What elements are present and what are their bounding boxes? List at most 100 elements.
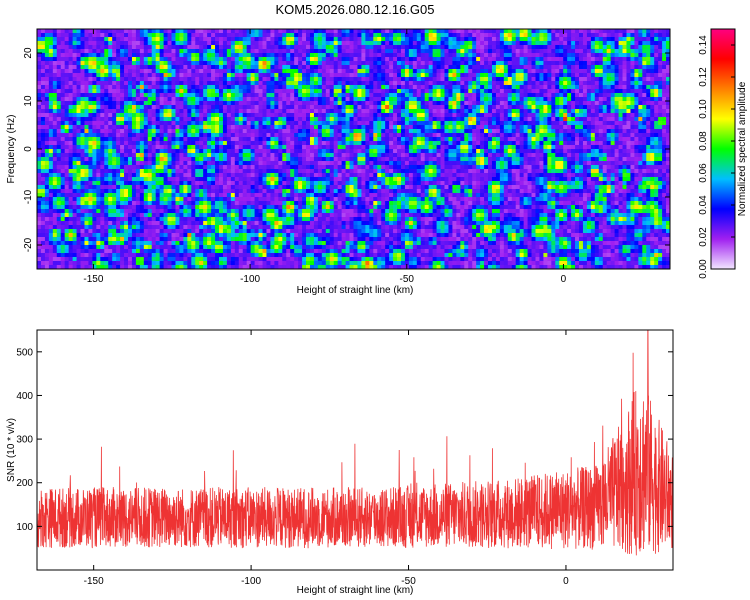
heatmap-cell (139, 61, 145, 66)
heatmap-cell (321, 149, 327, 154)
heatmap-cell (195, 129, 200, 134)
heatmap-cell (215, 149, 220, 154)
heatmap-cell (290, 113, 295, 118)
heatmap-cell (582, 73, 588, 78)
heatmap-cell (254, 29, 259, 34)
heatmap-cell (349, 53, 354, 58)
heatmap-cell (555, 69, 560, 74)
heatmap-cell (567, 29, 572, 34)
heatmap-cell (211, 113, 216, 118)
heatmap-cell (610, 125, 616, 130)
heatmap-cell (397, 29, 402, 34)
heatmap-cell (282, 53, 287, 58)
heatmap-cell (634, 45, 639, 50)
heatmap-cell (618, 97, 623, 102)
heatmap-cell (96, 109, 101, 114)
heatmap-cell (48, 53, 54, 58)
heatmap-cell (325, 85, 331, 90)
heatmap-cell (646, 69, 651, 74)
heatmap-cell (389, 77, 394, 82)
heatmap-cell (491, 101, 497, 106)
heatmap-cell (373, 121, 378, 126)
heatmap-cell (357, 149, 362, 154)
heatmap-cell (365, 121, 370, 126)
heatmap-cell (602, 89, 608, 94)
heatmap-cell (266, 129, 271, 134)
heatmap-cell (139, 141, 145, 146)
heatmap-cell (559, 89, 564, 94)
heatmap-cell (151, 33, 157, 38)
heatmap-cell (626, 109, 631, 114)
heatmap-cell (484, 113, 489, 118)
heatmap-cell (127, 137, 133, 142)
heatmap-cell (207, 73, 212, 78)
heatmap-cell (349, 81, 354, 86)
heatmap-cell (246, 149, 252, 154)
heatmap-cell (48, 33, 54, 38)
heatmap-cell (622, 45, 627, 50)
heatmap-cell (207, 141, 212, 146)
heatmap-cell (199, 113, 204, 118)
heatmap-cell (246, 113, 252, 118)
heatmap-cell (278, 101, 283, 106)
heatmap-cell (361, 45, 366, 50)
heatmap-cell (333, 65, 339, 70)
heatmap-cell (523, 85, 528, 90)
heatmap-cell (448, 29, 453, 34)
heatmap-cell (37, 69, 42, 74)
heatmap-cell (598, 149, 604, 154)
heatmap-cell (590, 41, 596, 46)
heatmap-cell (480, 125, 485, 130)
heatmap-cell (511, 41, 517, 46)
heatmap-cell (179, 53, 184, 58)
heatmap-cell (167, 49, 172, 54)
heatmap-cell (72, 113, 77, 118)
heatmap-cell (527, 49, 532, 54)
heatmap-cell (321, 45, 327, 50)
heatmap-cell (361, 137, 366, 142)
heatmap-cell (353, 121, 358, 126)
heatmap-cell (321, 33, 327, 38)
heatmap-cell (313, 141, 319, 146)
heatmap-cell (175, 37, 180, 42)
heatmap-cell (567, 141, 572, 146)
heatmap-cell (64, 109, 70, 114)
heatmap-cell (88, 53, 93, 58)
heatmap-cell (84, 149, 89, 154)
heatmap-cell (476, 29, 481, 34)
heatmap-cell (151, 121, 157, 126)
heatmap-cell (195, 113, 200, 118)
heatmap-cell (270, 125, 275, 130)
heatmap-cell (218, 101, 224, 106)
heatmap-cell (539, 145, 544, 150)
heatmap-cell (321, 29, 327, 34)
heatmap-cell (226, 93, 232, 98)
heatmap-cell (444, 69, 449, 74)
heatmap-cell (215, 117, 220, 122)
heatmap-cell (484, 89, 489, 94)
heatmap-cell (476, 133, 481, 138)
heatmap-cell (92, 133, 97, 138)
heatmap-cell (539, 69, 544, 74)
heatmap-cell (262, 85, 267, 90)
heatmap-cell (266, 121, 271, 126)
heatmap-cell (610, 61, 616, 66)
heatmap-cell (68, 85, 74, 90)
heatmap-cell (120, 73, 125, 78)
heatmap-cell (488, 33, 493, 38)
heatmap-cell (163, 85, 168, 90)
heatmap-cell (626, 45, 631, 50)
heatmap-cell (468, 41, 473, 46)
heatmap-cell (321, 137, 327, 142)
heatmap-cell (400, 113, 406, 118)
heatmap-cell (127, 109, 133, 114)
heatmap-cell (96, 65, 101, 70)
heatmap-cell (357, 137, 362, 142)
heatmap-cell (618, 81, 623, 86)
heatmap-cell (444, 85, 449, 90)
heatmap-cell (432, 93, 437, 98)
heatmap-cell (563, 61, 568, 66)
heatmap-cell (258, 81, 263, 86)
heatmap-cell (302, 137, 307, 142)
heatmap-cell (84, 93, 89, 98)
